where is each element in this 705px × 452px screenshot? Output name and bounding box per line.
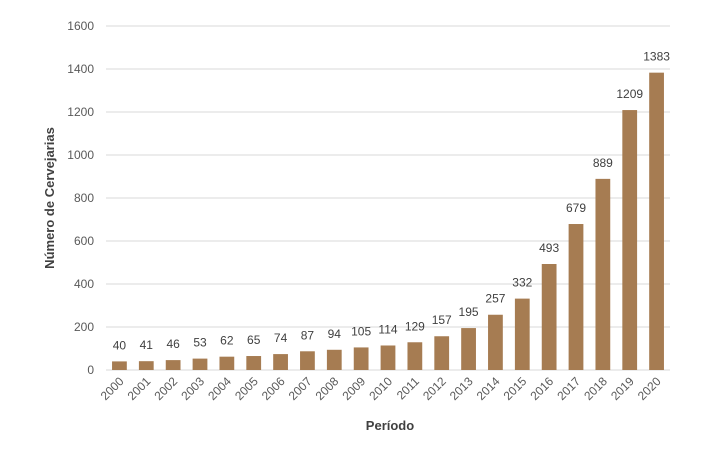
bar: [380, 345, 396, 370]
y-tick-label: 800: [74, 191, 94, 205]
bar: [541, 264, 557, 370]
data-label: 40: [113, 338, 127, 352]
x-tick-label: 2005: [232, 374, 261, 403]
data-label: 1209: [616, 87, 643, 101]
x-axis-title: Período: [366, 418, 414, 433]
x-tick-label: 2013: [447, 374, 476, 403]
data-label: 94: [328, 327, 342, 341]
bar: [461, 328, 476, 370]
data-label: 105: [351, 324, 371, 338]
bar: [112, 361, 127, 370]
x-tick-label: 2006: [259, 374, 288, 403]
bar: [192, 358, 208, 370]
data-labels: 40 41 46 53 62 65 74 87 94 105 114 129 157 195 257 332 4…: [113, 50, 670, 353]
data-label: 889: [593, 156, 613, 170]
y-tick-label: 0: [87, 363, 94, 377]
data-label: 65: [247, 333, 261, 347]
x-tick-label: 2007: [286, 374, 315, 403]
y-tick-label: 400: [74, 277, 94, 291]
data-label: 679: [566, 201, 586, 215]
bar: [568, 224, 584, 370]
data-label: 332: [512, 276, 532, 290]
data-label: 74: [274, 331, 288, 345]
x-tick-label: 2019: [608, 374, 637, 403]
x-tick-label: 2015: [501, 374, 530, 403]
x-tick-label: 2012: [420, 374, 449, 403]
bar: [326, 349, 342, 370]
data-label: 87: [301, 328, 315, 342]
bar: [246, 356, 262, 370]
gridlines: [106, 25, 670, 371]
y-tick-label: 200: [74, 320, 94, 334]
x-tick-label: 2000: [98, 374, 127, 403]
x-tick-label: 2009: [339, 374, 368, 403]
y-tick-label: 1000: [67, 148, 94, 162]
data-label: 41: [140, 338, 154, 352]
bar: [300, 351, 315, 370]
bar: [407, 342, 423, 370]
bar: [514, 298, 530, 370]
data-label: 53: [193, 336, 207, 350]
bar: [434, 336, 450, 370]
bar: [219, 356, 235, 370]
data-label: 493: [539, 241, 559, 255]
data-label: 62: [220, 334, 234, 348]
bar: [273, 354, 288, 370]
x-tick-label: 2011: [394, 374, 422, 402]
y-tick-label: 1600: [67, 19, 94, 33]
bar: [165, 360, 181, 370]
data-label: 257: [485, 292, 505, 306]
bar: [353, 347, 369, 370]
y-tick-label: 1400: [67, 62, 94, 76]
data-label: 157: [432, 313, 452, 327]
data-label: 129: [405, 319, 425, 333]
x-axis-ticks: 2000200120022003200420052006200720082009…: [98, 374, 664, 403]
x-tick-label: 2014: [474, 374, 503, 403]
y-axis-ticks: 0 200 400 600 800 1000 1200 1400 1600: [67, 19, 94, 377]
bars: [112, 72, 664, 370]
data-label: 114: [378, 322, 397, 336]
x-tick-label: 2010: [366, 374, 395, 403]
x-tick-label: 2020: [635, 374, 664, 403]
data-label: 46: [166, 337, 180, 351]
bar: [595, 178, 611, 370]
y-tick-label: 1200: [67, 105, 94, 119]
y-tick-label: 600: [74, 234, 94, 248]
data-label: 195: [459, 305, 479, 319]
x-tick-label: 2008: [313, 374, 342, 403]
x-tick-label: 2003: [178, 374, 207, 403]
bar: [488, 314, 503, 370]
x-tick-label: 2004: [205, 374, 234, 403]
y-axis-title: Número de Cervejarias: [42, 127, 57, 269]
bar: [138, 361, 154, 370]
x-tick-label: 2016: [527, 374, 556, 403]
x-tick-label: 2001: [125, 374, 154, 403]
x-tick-label: 2017: [554, 374, 583, 403]
data-label: 1383: [643, 50, 670, 64]
bar: [622, 110, 638, 370]
x-tick-label: 2002: [151, 374, 180, 403]
bar: [649, 72, 664, 370]
x-tick-label: 2018: [581, 374, 610, 403]
